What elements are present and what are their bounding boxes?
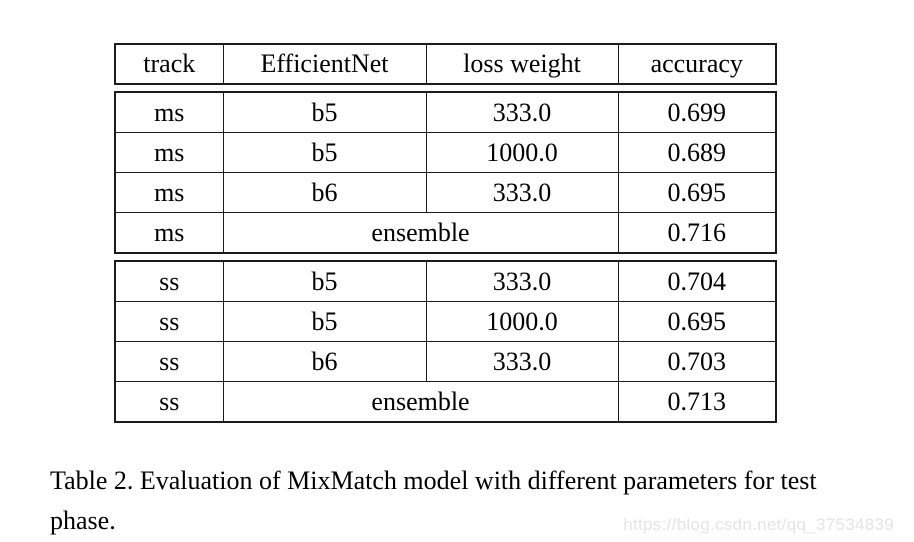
cell-efficientnet: b6 <box>222 172 427 213</box>
cell-efficientnet: b5 <box>222 260 427 302</box>
cell-ensemble-label: ensemble <box>222 212 619 254</box>
cell-efficientnet: b6 <box>222 341 427 382</box>
cell-track: ms <box>114 91 224 133</box>
table-section-ms: ms b5 333.0 0.699 ms b5 1000.0 0.689 ms … <box>114 91 777 254</box>
cell-loss-weight: 1000.0 <box>425 132 619 173</box>
table-caption: Table 2. Evaluation of MixMatch model wi… <box>50 466 817 535</box>
table-row: ms b5 1000.0 0.689 <box>114 132 777 173</box>
cell-track: ss <box>114 301 224 342</box>
cell-accuracy: 0.699 <box>617 91 777 133</box>
cell-loss-weight: 333.0 <box>425 172 619 213</box>
cell-accuracy: 0.713 <box>617 381 777 423</box>
cell-efficientnet: b5 <box>222 91 427 133</box>
table-header-row: track EfficientNet loss weight accuracy <box>114 43 777 85</box>
column-header-track: track <box>114 43 224 85</box>
cell-accuracy: 0.695 <box>617 172 777 213</box>
table-row: ms b5 333.0 0.699 <box>114 91 777 133</box>
cell-accuracy: 0.703 <box>617 341 777 382</box>
table-row: ms b6 333.0 0.695 <box>114 172 777 213</box>
table-section-ss: ss b5 333.0 0.704 ss b5 1000.0 0.695 ss … <box>114 260 777 423</box>
cell-efficientnet: b5 <box>222 132 427 173</box>
cell-accuracy: 0.689 <box>617 132 777 173</box>
table-row: ss b5 1000.0 0.695 <box>114 301 777 342</box>
column-header-efficientnet: EfficientNet <box>222 43 427 85</box>
cell-loss-weight: 333.0 <box>425 341 619 382</box>
table-header-section: track EfficientNet loss weight accuracy <box>114 43 777 85</box>
cell-loss-weight: 333.0 <box>425 260 619 302</box>
cell-track: ss <box>114 260 224 302</box>
cell-accuracy: 0.716 <box>617 212 777 254</box>
cell-loss-weight: 333.0 <box>425 91 619 133</box>
column-header-loss-weight: loss weight <box>425 43 619 85</box>
table-row-ensemble: ss ensemble 0.713 <box>114 381 777 423</box>
table-row: ss b5 333.0 0.704 <box>114 260 777 302</box>
cell-track: ss <box>114 341 224 382</box>
cell-accuracy: 0.695 <box>617 301 777 342</box>
watermark-text: https://blog.csdn.net/qq_37534839 <box>623 515 894 534</box>
cell-track: ms <box>114 172 224 213</box>
cell-loss-weight: 1000.0 <box>425 301 619 342</box>
cell-track: ms <box>114 132 224 173</box>
cell-track: ss <box>114 381 224 423</box>
cell-accuracy: 0.704 <box>617 260 777 302</box>
table-row-ensemble: ms ensemble 0.716 <box>114 212 777 254</box>
cell-efficientnet: b5 <box>222 301 427 342</box>
table-row: ss b6 333.0 0.703 <box>114 341 777 382</box>
results-table: track EfficientNet loss weight accuracy … <box>114 43 777 429</box>
cell-ensemble-label: ensemble <box>222 381 619 423</box>
cell-track: ms <box>114 212 224 254</box>
column-header-accuracy: accuracy <box>617 43 777 85</box>
